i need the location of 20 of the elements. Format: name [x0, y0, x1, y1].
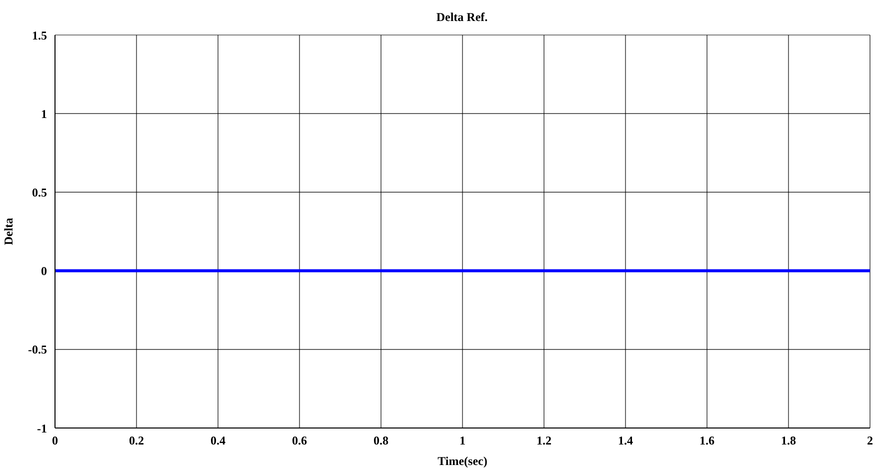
x-tick-label: 0.6 — [292, 434, 307, 448]
y-tick-label: -1 — [37, 421, 47, 436]
x-tick-label: 1.2 — [536, 434, 552, 448]
chart-title: Delta Ref. — [436, 10, 488, 24]
x-tick-label: 1.6 — [700, 434, 714, 448]
x-tick-label: 1.8 — [781, 434, 796, 448]
y-tick-label: -0.5 — [28, 342, 47, 357]
x-tick-label: 1 — [460, 434, 466, 448]
x-tick-label: 0 — [52, 434, 58, 448]
y-tick-label: 0.5 — [32, 185, 47, 200]
y-axis-title: Delta — [1, 218, 16, 246]
x-tick-label: 0.8 — [374, 434, 388, 448]
y-tick-label: 0 — [41, 264, 47, 278]
y-tick-label: 1.5 — [32, 28, 47, 42]
y-tick-label: 1 — [41, 106, 47, 121]
x-tick-label: 0.2 — [129, 434, 144, 448]
x-tick-label: 1.4 — [618, 434, 633, 448]
x-tick-label: 0.4 — [210, 434, 226, 448]
x-axis-title: Time(sec) — [438, 454, 488, 468]
x-tick-label: 2 — [867, 434, 873, 448]
